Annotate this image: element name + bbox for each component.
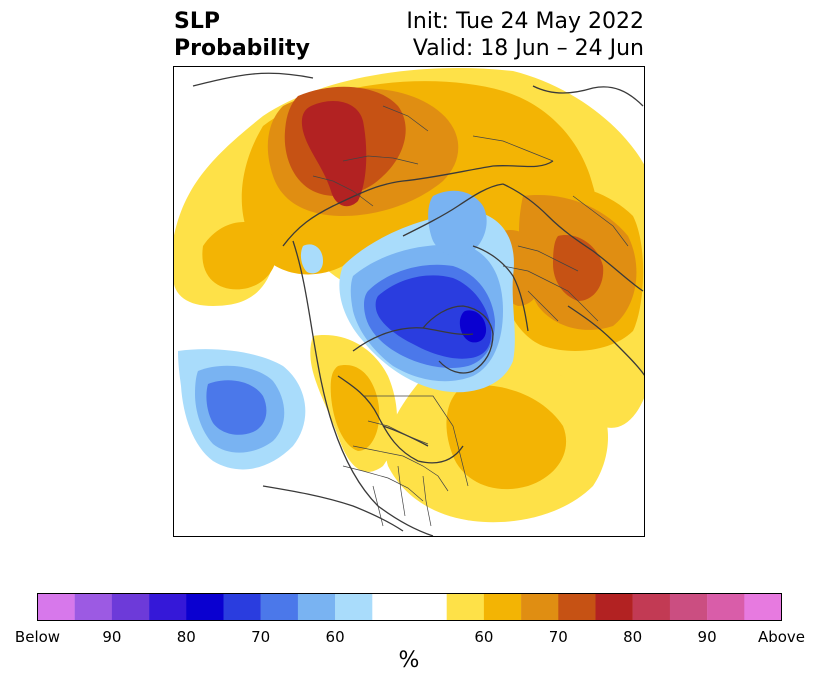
colorbar-segment <box>74 593 113 621</box>
colorbar-tick-label: 80 <box>176 628 196 646</box>
colorbar-segment <box>297 593 336 621</box>
title-left: SLP Probability <box>174 8 310 62</box>
colorbar-frame <box>37 593 782 621</box>
init-date: Init: Tue 24 May 2022 <box>406 9 644 34</box>
colorbar-segment <box>260 593 299 621</box>
colorbar-segment <box>669 593 708 621</box>
coastlines <box>192 72 645 537</box>
colorbar-tick-label: Below <box>14 628 61 646</box>
political-borders <box>312 105 629 527</box>
valid-range: Valid: 18 Jun – 24 Jun <box>412 36 644 61</box>
colorbar-segment <box>111 593 150 621</box>
colorbar-tick-label: 60 <box>474 628 494 646</box>
colorbar-segment <box>335 593 373 621</box>
colorbar-tick-label: 70 <box>548 628 568 646</box>
map-frame <box>173 66 645 537</box>
above-75-region-yamal <box>301 101 367 207</box>
above-60-region-atlantic <box>446 385 567 490</box>
above-70-region-east-europe <box>553 235 604 301</box>
colorbar-segment <box>521 593 559 621</box>
colorbar-tick-label: 70 <box>251 628 271 646</box>
below-60-region-siberian-arctic <box>428 190 487 257</box>
title-right: Init: Tue 24 May 2022 Valid: 18 Jun – 24… <box>406 8 644 62</box>
below-55-region-bering <box>300 244 323 274</box>
colorbar-segment <box>186 593 224 621</box>
colorbar-segment <box>744 593 782 621</box>
colorbar-tick-label: Above <box>757 628 806 646</box>
colorbar-tick-label: 60 <box>325 628 345 646</box>
probability-map <box>173 66 645 537</box>
colorbar <box>37 593 782 621</box>
colorbar-tick-label: 90 <box>697 628 717 646</box>
title-variable: SLP <box>174 9 220 34</box>
colorbar-segment <box>372 593 410 621</box>
colorbar-tick-label: 80 <box>623 628 643 646</box>
title-subvariable: Probability <box>174 36 310 61</box>
colorbar-segment <box>37 593 75 621</box>
colorbar-segment <box>409 593 447 621</box>
above-60-region-pacific <box>202 222 277 290</box>
colorbar-segment <box>149 593 187 621</box>
above-60-region-hudson <box>330 365 380 451</box>
colorbar-segment <box>595 593 633 621</box>
colorbar-unit-label: % <box>398 648 420 673</box>
colorbar-segment <box>558 593 596 621</box>
below-65-region-pacific <box>206 380 267 435</box>
colorbar-segment <box>483 593 522 621</box>
colorbar-segment <box>223 593 261 621</box>
colorbar-tick-label: 90 <box>102 628 122 646</box>
colorbar-segment <box>632 593 671 621</box>
colorbar-segment <box>707 593 745 621</box>
colorbar-segment <box>446 593 485 621</box>
